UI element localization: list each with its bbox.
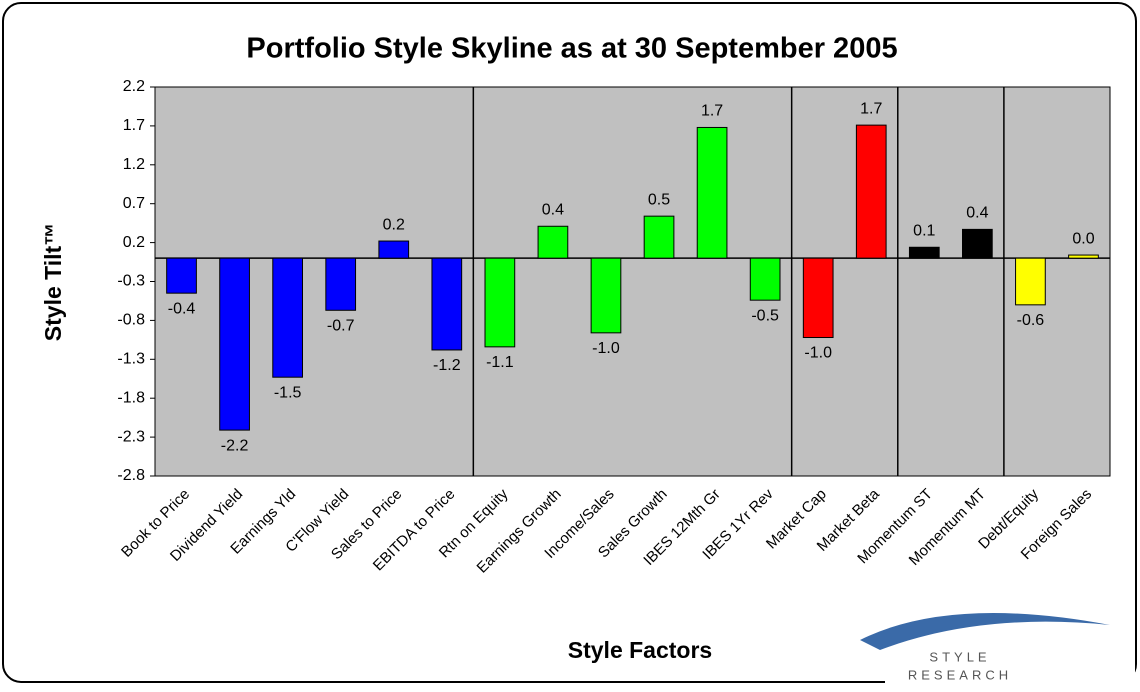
y-tick-label: 0.7 (123, 195, 145, 212)
value-label: -1.1 (486, 354, 514, 371)
y-axis-title: Style Tilt™ (40, 223, 66, 341)
bar (908, 246, 940, 259)
y-tick-label: -1.3 (117, 351, 145, 368)
chart-title: Portfolio Style Skyline as at 30 Septemb… (246, 33, 897, 65)
bar (643, 215, 675, 259)
value-label: -1.0 (592, 340, 620, 357)
bar (431, 257, 463, 351)
bar (325, 257, 357, 311)
y-tick-label: -0.8 (117, 312, 145, 329)
y-tick-label: -1.8 (117, 389, 145, 406)
bar (802, 257, 834, 339)
value-label: -0.5 (751, 307, 779, 324)
x-axis-title: Style Factors (568, 637, 712, 663)
logo-bg (885, 632, 1135, 684)
value-label: 0.5 (648, 191, 670, 208)
y-tick-label: -2.8 (117, 467, 145, 484)
logo-text: STYLE (929, 649, 990, 664)
bar (166, 257, 197, 294)
y-tick-label: 2.2 (123, 78, 145, 95)
bar (219, 257, 250, 431)
value-label: 0.2 (383, 216, 405, 233)
logo-text: RESEARCH (908, 667, 1012, 682)
value-label: 1.7 (701, 103, 723, 120)
y-tick-label: -0.3 (117, 273, 145, 290)
value-label: -0.7 (327, 318, 355, 335)
value-label: 0.4 (966, 205, 988, 222)
value-label: -1.5 (274, 384, 302, 401)
value-label: -0.6 (1017, 312, 1045, 329)
value-label: -0.4 (168, 300, 196, 317)
y-tick-label: 1.2 (123, 156, 145, 173)
logo-swoosh (860, 613, 1110, 650)
bar (590, 257, 622, 334)
bar (537, 225, 569, 259)
value-label: -1.2 (433, 357, 461, 374)
value-label: 1.7 (860, 100, 882, 117)
value-label: -2.2 (221, 437, 249, 454)
value-label: 0.0 (1072, 230, 1094, 247)
bar (1068, 254, 1099, 259)
value-label: 0.1 (913, 222, 935, 239)
value-label: 0.4 (542, 201, 564, 218)
bar (855, 124, 887, 259)
bar (1015, 257, 1046, 306)
bar (696, 126, 728, 259)
y-tick-label: -2.3 (117, 428, 145, 445)
value-label: -1.0 (804, 345, 832, 362)
bar (962, 228, 993, 259)
y-tick-label: 0.2 (123, 234, 145, 251)
bar (484, 257, 516, 348)
logo: STYLE RESEARCH (860, 613, 1135, 684)
bar (749, 257, 781, 301)
y-tick-label: 1.7 (123, 117, 145, 134)
plot-area (154, 86, 1111, 477)
bar (272, 257, 303, 378)
bar (378, 240, 410, 259)
